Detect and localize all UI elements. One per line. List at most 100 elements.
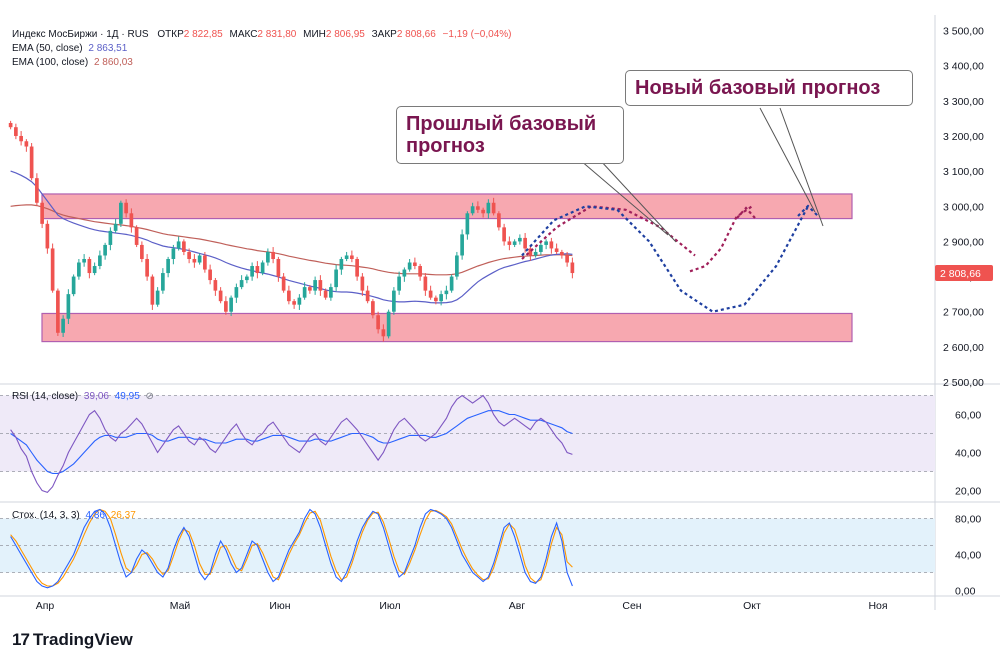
- candle: [218, 287, 223, 304]
- candle: [45, 220, 50, 254]
- resistance-zone: [41, 193, 853, 220]
- candle-body: [502, 227, 506, 242]
- candle-body: [176, 241, 181, 249]
- time-tick-label: Окт: [743, 600, 761, 612]
- price-tick-label: 2 600,00: [943, 342, 984, 354]
- stoch-legend: Стох. (14, 3, 3) 4,86 26,37: [12, 510, 136, 521]
- candle-body: [19, 135, 23, 142]
- candle: [565, 251, 569, 267]
- candle: [386, 309, 391, 339]
- candlestick-series: [8, 120, 575, 342]
- ohlc-legend: Индекс МосБиржи · 1Д · RUS ОТКР2 822,85 …: [12, 29, 511, 40]
- stoch-lines: [10, 508, 573, 589]
- candle-body: [203, 255, 207, 270]
- candle: [281, 273, 286, 293]
- candle-body: [161, 273, 165, 291]
- candle-body: [470, 206, 475, 214]
- candle-body: [434, 297, 438, 302]
- eye-icon[interactable]: ⊘: [145, 391, 154, 402]
- time-tick-label: Июл: [379, 600, 400, 612]
- callout-pointers: [579, 107, 824, 243]
- candle: [150, 274, 155, 310]
- candle-body: [234, 287, 239, 298]
- ema100-line: [10, 204, 573, 276]
- ema100-label: EMA (100, close): [12, 57, 89, 68]
- time-tick-label: Июн: [269, 600, 290, 612]
- candle-body: [140, 244, 144, 259]
- candle-body: [134, 227, 139, 245]
- price-axis: 3 500,00 3 400,00 3 300,00 3 200,00 3 100,00…: [935, 26, 993, 598]
- rsi-ma-line: [10, 410, 573, 474]
- candle-body: [287, 290, 291, 302]
- candle-body: [533, 251, 538, 256]
- candle-body: [77, 262, 81, 277]
- candle: [512, 239, 517, 248]
- candle-body: [539, 244, 543, 252]
- candle-body: [397, 276, 401, 291]
- candle-body: [297, 297, 302, 305]
- high-label: МАКС: [229, 29, 258, 40]
- time-tick-label: Апр: [36, 600, 55, 612]
- candle-body: [155, 290, 160, 305]
- rsi-value-1: 39,06: [83, 391, 109, 402]
- candle: [245, 274, 249, 284]
- candle: [134, 225, 139, 248]
- candle: [82, 254, 86, 267]
- candle: [444, 285, 449, 300]
- candle: [287, 285, 291, 305]
- candle-body: [260, 262, 265, 274]
- candle-body: [255, 266, 260, 274]
- candle: [276, 256, 281, 282]
- candle: [239, 275, 244, 290]
- candle-body: [98, 255, 102, 267]
- candle-body: [250, 266, 254, 277]
- candle: [19, 131, 23, 146]
- candle: [113, 218, 118, 233]
- candle-body: [92, 266, 97, 274]
- ema50-line: [10, 170, 573, 304]
- candle-body: [523, 237, 527, 249]
- time-tick-label: Авг: [509, 600, 526, 612]
- candle: [486, 199, 491, 219]
- candle: [61, 315, 65, 338]
- candle-body: [560, 251, 564, 256]
- candle: [397, 271, 401, 295]
- high-value: 2 831,80: [257, 29, 297, 40]
- candle-body: [360, 276, 365, 291]
- candle-body: [8, 122, 13, 128]
- candle-body: [549, 241, 554, 249]
- candle: [528, 246, 533, 261]
- candle-body: [392, 290, 396, 312]
- ema50-value: 2 863,51: [88, 43, 128, 54]
- price-tick-label: 3 200,00: [943, 131, 984, 143]
- last-price-label: 2 808,66: [940, 268, 981, 280]
- candle: [323, 288, 328, 300]
- candle-body: [570, 262, 575, 274]
- candle-body: [61, 318, 65, 333]
- time-tick-label: Май: [170, 600, 191, 612]
- stoch-tick-label: 80,00: [955, 514, 981, 526]
- candle-body: [455, 255, 459, 277]
- candle-body: [50, 248, 55, 291]
- ema50-label: EMA (50, close): [12, 43, 83, 54]
- candle: [260, 260, 265, 276]
- candle: [266, 248, 270, 266]
- candle-body: [119, 202, 123, 224]
- previous-forecast-text: Прошлый базовый прогноз: [406, 113, 597, 157]
- rsi-label: RSI (14, close): [12, 391, 79, 402]
- low-value: 2 806,95: [325, 29, 365, 40]
- candle-body: [66, 294, 71, 319]
- candle: [187, 248, 191, 264]
- candle: [192, 254, 197, 268]
- candle-body: [308, 287, 312, 291]
- candle: [439, 290, 443, 306]
- candle: [365, 285, 370, 304]
- candle-body: [486, 202, 491, 214]
- price-tick-label: 3 100,00: [943, 166, 984, 178]
- candle: [77, 258, 81, 280]
- candle-body: [182, 241, 186, 252]
- ema50-legend: EMA (50, close) 2 863,51: [12, 43, 127, 54]
- candle: [224, 296, 228, 315]
- candle-body: [350, 255, 354, 259]
